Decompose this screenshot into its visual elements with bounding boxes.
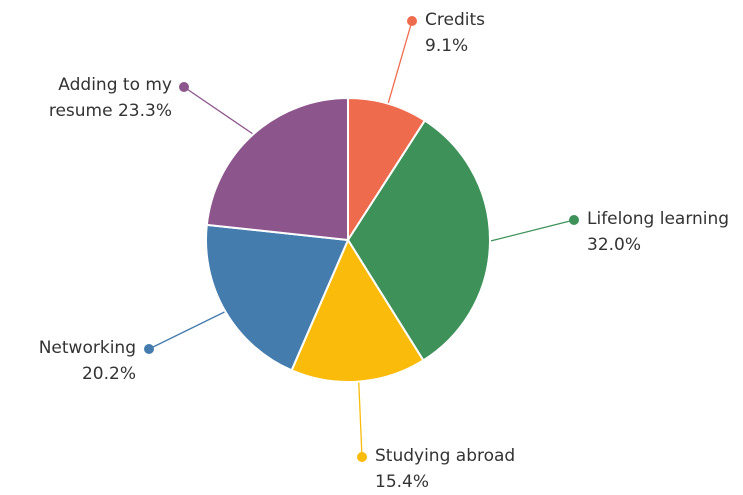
category-label: Adding to my resume — [48, 75, 172, 121]
value-label: 9.1% — [425, 36, 469, 56]
leader-dot — [569, 215, 579, 225]
pie-slice — [205, 223, 350, 372]
slice-label: Credits 9.1% — [425, 7, 545, 59]
pie-slice — [347, 96, 427, 244]
value-label: 32.0% — [587, 235, 642, 255]
leader-line — [387, 20, 413, 103]
value-label: 20.2% — [81, 364, 136, 384]
pie-slice — [346, 119, 491, 362]
slice-label: Lifelong learning 32.0% — [587, 206, 743, 258]
slice-label: Adding to my resume 23.3% — [2, 72, 172, 124]
category-label: Lifelong learning — [587, 209, 730, 229]
pie-slice — [290, 237, 425, 383]
leader-dot — [357, 452, 367, 462]
leader-dot — [179, 82, 189, 92]
leader-line — [148, 311, 225, 350]
slice-label: Networking 20.2% — [0, 335, 136, 387]
pie-slice — [205, 96, 349, 242]
category-label: Credits — [425, 10, 485, 30]
leader-line — [358, 382, 363, 458]
leader-dot — [144, 344, 154, 354]
category-label: Studying abroad — [375, 446, 516, 466]
slice-label: Studying abroad 15.4% — [375, 443, 575, 495]
leader-line — [490, 219, 575, 242]
value-label: 15.4% — [375, 472, 430, 492]
leader-dot — [407, 16, 417, 26]
leader-line — [183, 86, 253, 135]
category-label: Networking — [38, 338, 136, 358]
value-label: 23.3% — [117, 101, 172, 121]
